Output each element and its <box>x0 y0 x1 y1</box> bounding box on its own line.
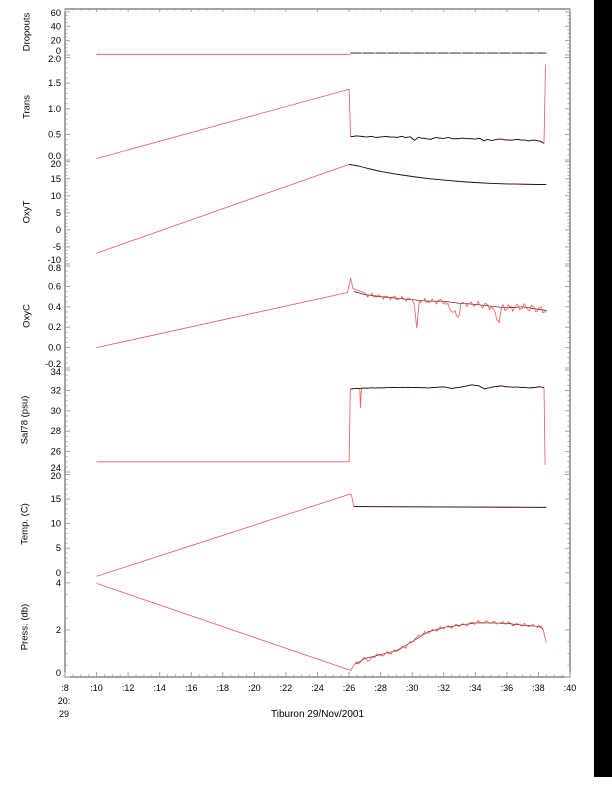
svg-text:40: 40 <box>51 21 61 31</box>
svg-text::20: :20 <box>248 683 261 693</box>
svg-text::16: :16 <box>185 683 198 693</box>
svg-text::18: :18 <box>217 683 230 693</box>
svg-text:0.0: 0.0 <box>48 151 61 161</box>
svg-text:5: 5 <box>56 543 61 553</box>
svg-text:-0.2: -0.2 <box>45 359 61 369</box>
svg-text:0.4: 0.4 <box>48 302 61 312</box>
svg-text:0.5: 0.5 <box>48 129 61 139</box>
svg-text::24: :24 <box>311 683 324 693</box>
ylabel-temp: Temp. (C) <box>19 503 31 545</box>
svg-text:0.0: 0.0 <box>48 343 61 353</box>
desktop-background <box>594 0 612 777</box>
svg-text:30: 30 <box>51 406 61 416</box>
svg-text:32: 32 <box>51 385 61 395</box>
svg-text:10: 10 <box>51 191 61 201</box>
ylabel-dropouts: Dropouts <box>21 12 33 52</box>
svg-text:20: 20 <box>51 36 61 46</box>
svg-text::34: :34 <box>469 683 482 693</box>
ylabel-trans: Trans <box>21 95 33 119</box>
svg-text:24: 24 <box>51 463 61 473</box>
svg-text:4: 4 <box>56 578 61 588</box>
svg-text::40: :40 <box>564 683 577 693</box>
ylabel-sal78: Sal78 (psu) <box>19 395 31 445</box>
svg-text:0.2: 0.2 <box>48 322 61 332</box>
svg-text:0.6: 0.6 <box>48 281 61 291</box>
svg-text::32: :32 <box>437 683 450 693</box>
svg-text:-5: -5 <box>53 242 61 252</box>
svg-text:26: 26 <box>51 447 61 457</box>
svg-text:20: 20 <box>51 471 61 481</box>
svg-text::28: :28 <box>374 683 387 693</box>
svg-text:0: 0 <box>56 668 61 678</box>
ctd-timeseries-chart: :8 :10 :12 :14 :16 :18 :20 :22 :24 :26 :28 :30 :32 :3… <box>45 8 577 693</box>
svg-text:1.0: 1.0 <box>48 104 61 114</box>
figure-title: Tiburon 29/Nov/2001 <box>270 709 365 720</box>
svg-text:2.0: 2.0 <box>48 54 61 64</box>
svg-text:2: 2 <box>56 625 61 635</box>
svg-text::26: :26 <box>343 683 356 693</box>
svg-text::30: :30 <box>406 683 419 693</box>
svg-text:0: 0 <box>56 568 61 578</box>
svg-text::22: :22 <box>280 683 293 693</box>
svg-text:5: 5 <box>56 208 61 218</box>
svg-text:20: 20 <box>51 159 61 169</box>
x-axis-day-label: 29 <box>58 709 69 719</box>
svg-text:28: 28 <box>51 426 61 436</box>
svg-text::12: :12 <box>122 683 135 693</box>
plot-window: :8 :10 :12 :14 :16 :18 :20 :22 :24 :26 :28 :30 :32 :3… <box>19 8 577 720</box>
ylabel-oxyc: OxyC <box>21 304 33 328</box>
svg-text:34: 34 <box>51 367 61 377</box>
svg-text:60: 60 <box>51 8 61 18</box>
ylabel-oxyt: OxyT <box>21 200 33 224</box>
svg-text:0: 0 <box>56 46 61 56</box>
svg-text:-10: -10 <box>48 255 61 265</box>
x-axis-hour-label: 20: <box>57 696 71 706</box>
svg-text:15: 15 <box>51 174 61 184</box>
svg-text::36: :36 <box>501 683 514 693</box>
svg-text::8: :8 <box>61 683 69 693</box>
svg-text:0.8: 0.8 <box>48 263 61 273</box>
svg-text::38: :38 <box>532 683 545 693</box>
svg-text:0: 0 <box>56 225 61 235</box>
svg-text:10: 10 <box>51 519 61 529</box>
svg-text:15: 15 <box>51 494 61 504</box>
ylabel-press: Press. (db) <box>19 603 31 651</box>
svg-text::10: :10 <box>90 683 103 693</box>
svg-text:1.5: 1.5 <box>48 78 61 88</box>
svg-text::14: :14 <box>153 683 166 693</box>
